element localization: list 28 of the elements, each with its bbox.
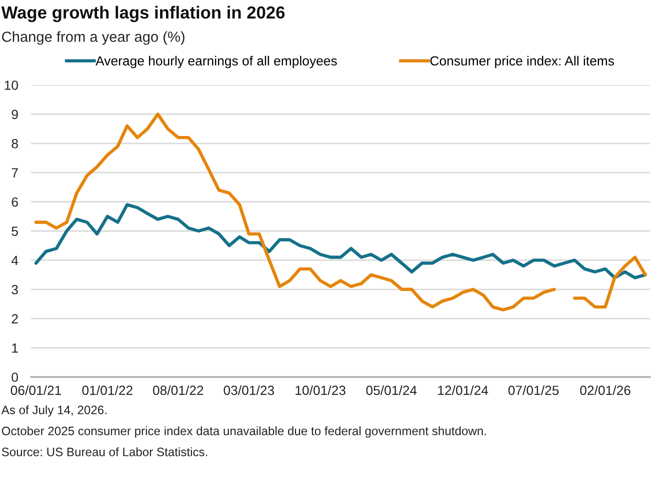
y-tick-label: 10 (4, 80, 18, 90)
x-tick-label: 01/01/22 (82, 385, 132, 396)
y-tick-label: 6 (12, 197, 18, 207)
x-tick-label: 03/01/23 (224, 385, 274, 396)
text: October 2025 consumer price index data unavailable due to federal government shutdown. (2, 426, 486, 438)
y-tick-label: 0 (12, 372, 18, 382)
x-tick-label: 07/01/25 (508, 385, 559, 396)
legend-label: Consumer price index: All items (430, 56, 614, 68)
legend-label: Average hourly earnings of all employees (96, 56, 337, 68)
y-tick-label: 7 (12, 168, 18, 178)
y-tick-label: 5 (12, 226, 18, 236)
chart-subtitle: Change from a year ago (%) (2, 31, 184, 45)
source-note: Source: US Bureau of Labor Statistics. (2, 447, 208, 456)
line-series (34, 203, 647, 280)
x-tick-label: 10/01/23 (296, 385, 346, 396)
x-tick-label: 05/01/24 (366, 385, 417, 396)
y-tick-label: 3 (12, 284, 18, 294)
chart-title: Wage growth lags inflation in 2026 (1, 6, 285, 22)
text: As of July 14, 2026. (1, 405, 106, 417)
x-tick-label: 08/01/22 (152, 385, 204, 396)
y-tick-label: 8 (12, 138, 18, 148)
y-tick-label: 4 (11, 256, 18, 265)
x-tick-label: 12/01/24 (438, 385, 488, 396)
x-tick-label: 06/01/21 (10, 385, 62, 396)
y-tick-label: 1 (12, 344, 18, 353)
x-tick-label: 02/01/26 (580, 385, 630, 396)
y-tick-label: 2 (12, 314, 18, 324)
y-tick-label: 9 (12, 110, 18, 120)
